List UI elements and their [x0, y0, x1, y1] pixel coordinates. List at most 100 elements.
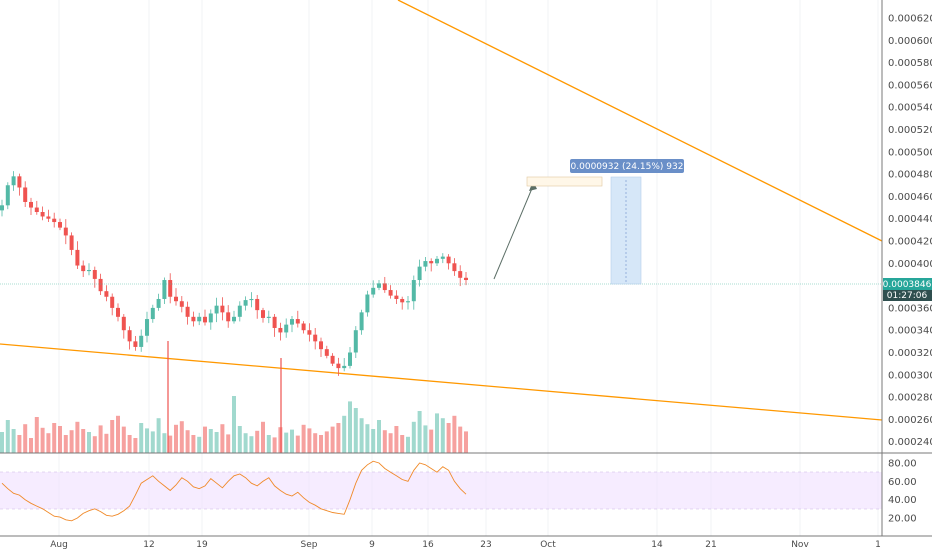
price-axis[interactable]: 0.0006200 0.0006000 0.0005800 0.0005600 0.00…: [881, 0, 932, 536]
candle-body: [17, 176, 22, 188]
candle-body: [301, 323, 306, 331]
candle-body: [156, 298, 161, 308]
time-tick-label: Sep: [301, 540, 318, 550]
volume-bar: [406, 436, 410, 453]
volume-bar: [81, 429, 86, 453]
volume-bar: [429, 429, 434, 453]
trendline-lower[interactable]: [0, 343, 883, 421]
measure-tool[interactable]: 0.0000932 (24.15%) 932: [570, 159, 684, 285]
candle-body: [272, 316, 277, 328]
volume-bar: [17, 435, 22, 453]
candle-body: [174, 296, 178, 302]
volume-spike: [280, 358, 282, 453]
volume-bar: [417, 411, 422, 453]
time-tick-label: 14: [651, 540, 663, 550]
candle-body: [52, 218, 57, 223]
volume-bar: [23, 424, 28, 453]
volume-bar: [197, 436, 202, 453]
candle-body: [11, 176, 16, 186]
rsi-line: [1, 460, 467, 522]
candle-body: [440, 256, 445, 259]
candle-body: [87, 269, 91, 272]
volume-bar: [400, 435, 405, 453]
candle-body: [75, 249, 80, 266]
rsi-pane[interactable]: [0, 460, 882, 522]
volume-bar: [232, 396, 236, 453]
target-box[interactable]: [526, 176, 603, 187]
volume-bar: [116, 415, 120, 453]
candlestick-series: [0, 171, 468, 376]
candle-body: [63, 227, 68, 236]
candle-body: [417, 266, 422, 281]
volume-bar: [191, 435, 196, 453]
volume-bar: [133, 438, 138, 453]
candle-body: [388, 290, 393, 296]
price-tick-label: 0.0005400: [888, 103, 932, 114]
volume-bar: [121, 426, 126, 453]
time-tick-label: 23: [480, 540, 491, 550]
price-tick-label: 0.0004000: [888, 259, 932, 270]
countdown-badge: [883, 290, 932, 301]
candle-body: [295, 319, 300, 324]
candle-body: [232, 316, 236, 322]
price-tick-label: 0.0004200: [888, 237, 932, 248]
candle-body: [435, 258, 439, 264]
candle-body: [255, 298, 260, 311]
volume-bar: [243, 433, 248, 453]
volume-bar: [330, 426, 335, 453]
candle-body: [34, 207, 39, 213]
volume-bar: [423, 425, 428, 453]
current-price-badge: [883, 278, 932, 290]
volume-bar: [313, 433, 318, 453]
volume-bar: [208, 429, 213, 453]
volume-bar: [226, 434, 231, 453]
volume-bar: [266, 435, 271, 453]
price-tick-label: 0.0004600: [888, 192, 932, 203]
candle-body: [290, 319, 294, 325]
rsi-band: [0, 472, 882, 509]
trendline-upper[interactable]: [397, 0, 883, 242]
time-tick-label: Oct: [540, 540, 556, 550]
price-tick-label: 0.0002800: [888, 393, 932, 404]
candle-body: [406, 301, 410, 303]
candle-body: [168, 280, 173, 297]
volume-bar: [162, 433, 167, 453]
candle-body: [446, 256, 451, 264]
countdown-label: 01:27:06: [887, 291, 928, 301]
time-tick-label: 21: [705, 540, 716, 550]
volume-bar: [359, 418, 364, 453]
time-tick-label: 19: [196, 540, 208, 550]
volume-bar: [435, 413, 439, 453]
candle-body: [342, 365, 347, 369]
volume-bar: [203, 426, 207, 453]
volume-bar: [371, 429, 376, 453]
price-tick-label: 0.0003000: [888, 370, 932, 381]
candle-body: [226, 312, 231, 322]
volume-bar: [290, 429, 294, 453]
volume-bar: [98, 425, 103, 453]
volume-bar: [272, 437, 277, 453]
volume-bar: [220, 424, 225, 453]
volume-bar: [92, 436, 97, 453]
candle-body: [278, 327, 283, 333]
grid-lines: [58, 0, 879, 536]
current-price-label: 0.0003846: [883, 280, 932, 290]
candle-body: [365, 294, 370, 313]
volume-bar: [104, 433, 109, 453]
measure-label: 0.0000932 (24.15%) 932: [571, 162, 684, 172]
candle-body: [197, 316, 202, 322]
volume-bar: [353, 408, 358, 453]
time-tick-label: Aug: [50, 540, 68, 550]
volume-bar: [377, 420, 381, 453]
volume-bar: [464, 431, 468, 453]
candle-body: [307, 330, 312, 335]
volume-bar: [127, 435, 132, 453]
candle-body: [400, 298, 405, 303]
volume-bar: [452, 415, 457, 453]
time-axis[interactable]: Aug 12 19 Sep 9 16 23 Oct 14 21 Nov 1: [0, 535, 932, 550]
price-tick-label: 0.0006000: [888, 36, 932, 47]
candle-body: [116, 307, 120, 317]
candle-body: [0, 205, 4, 211]
measure-rectangle[interactable]: [610, 176, 642, 285]
